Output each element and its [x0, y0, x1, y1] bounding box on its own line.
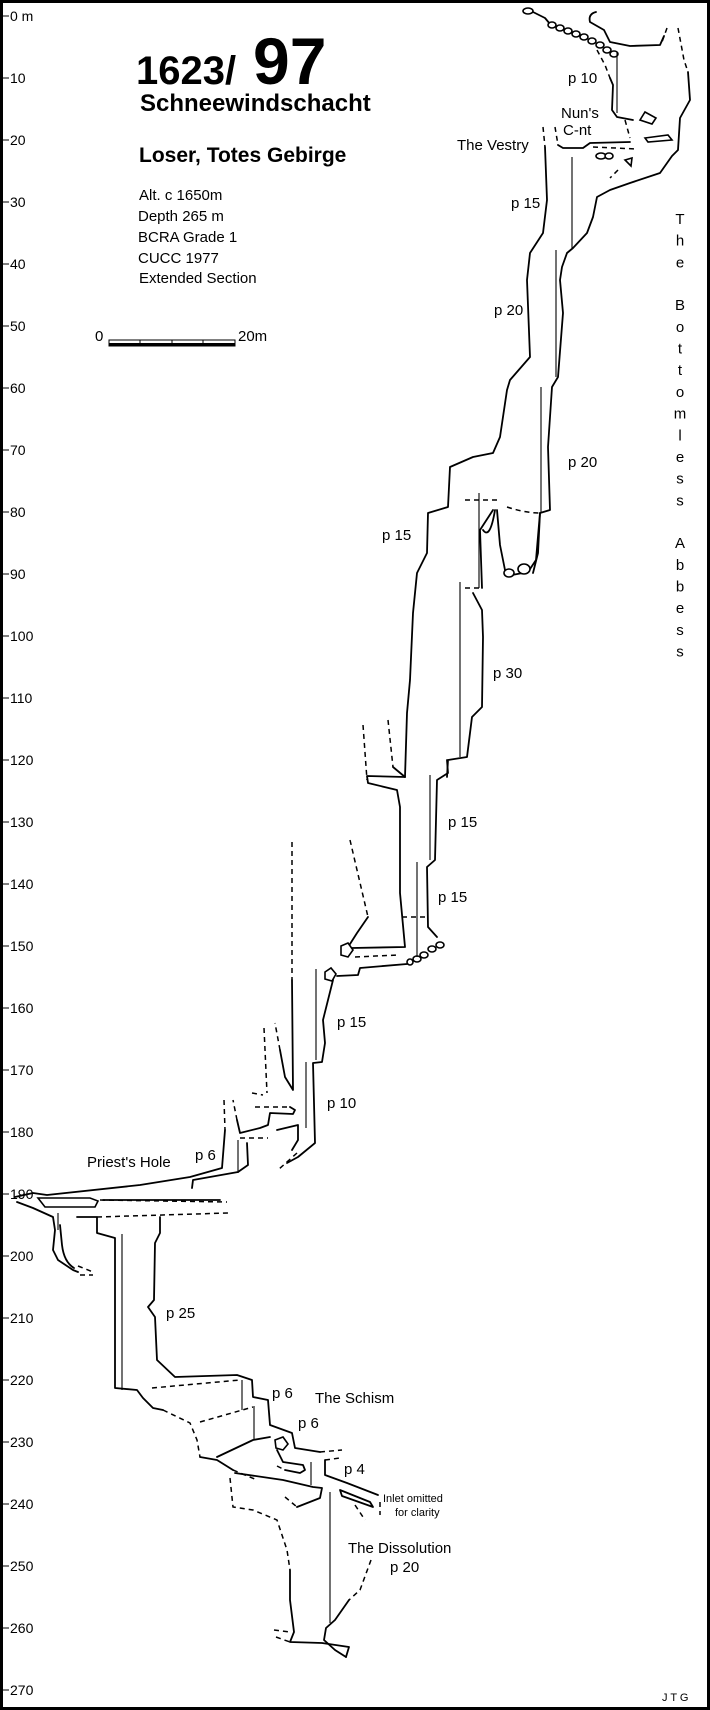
label-p6-b: p 6: [272, 1385, 293, 1402]
cave-location: Loser, Totes Gebirge: [139, 144, 346, 167]
info-section-type: Extended Section: [139, 270, 257, 287]
label-p25: p 25: [166, 1305, 195, 1322]
vertical-letter: B: [675, 297, 685, 314]
depth-tick-label: 130: [10, 814, 34, 830]
vertical-letter: b: [676, 579, 684, 596]
depth-tick-label: 120: [10, 752, 34, 768]
label-p20-b: p 20: [568, 454, 597, 471]
depth-tick-label: 250: [10, 1558, 34, 1574]
depth-tick-label: 80: [10, 504, 26, 520]
label-p10-b: p 10: [327, 1095, 356, 1112]
label-the-vestry: The Vestry: [457, 137, 529, 154]
vertical-letter: h: [676, 233, 684, 250]
depth-tick-label: 150: [10, 938, 34, 954]
vertical-letter: t: [678, 341, 683, 358]
depth-tick-label: 50: [10, 318, 26, 334]
scale-bar-end-label: 20m: [238, 328, 267, 345]
label-for-clarity: for clarity: [395, 1507, 440, 1519]
entrance-boulders: [522, 7, 619, 58]
label-p15-c: p 15: [448, 814, 477, 831]
label-p4: p 4: [344, 1461, 365, 1478]
depth-tick-label: 40: [10, 256, 26, 272]
label-p20-a: p 20: [494, 302, 523, 319]
depth-tick-label: 30: [10, 194, 26, 210]
vertical-letter: e: [676, 449, 684, 466]
depth-tick-label: 70: [10, 442, 26, 458]
depth-tick-label: 210: [10, 1310, 34, 1326]
cave-number-main: 97: [253, 24, 326, 98]
vertical-letter: s: [676, 622, 684, 639]
vertical-letter: T: [675, 211, 684, 228]
label-p30: p 30: [493, 665, 522, 682]
title-block: 1623/ 97 Schneewindschacht Loser, Totes …: [136, 24, 371, 287]
label-the-schism: The Schism: [315, 1390, 394, 1407]
depth-tick-label: 260: [10, 1620, 34, 1636]
depth-tick-label: 170: [10, 1062, 34, 1078]
label-p15-b: p 15: [382, 527, 411, 544]
label-p15-d: p 15: [438, 889, 467, 906]
depth-tick-label: 10: [10, 70, 26, 86]
vertical-letter: t: [678, 362, 683, 379]
vertical-letter: s: [676, 492, 684, 509]
depth-tick-label: 230: [10, 1434, 34, 1450]
cave-number-prefix: 1623/: [136, 49, 236, 93]
depth-tick-label: 90: [10, 566, 26, 582]
label-p6-a: p 6: [195, 1147, 216, 1164]
label-priests-hole: Priest's Hole: [87, 1154, 171, 1171]
label-nuns-cnt-2: C-nt: [563, 122, 592, 139]
vertical-letter: e: [676, 600, 684, 617]
vertical-letter: s: [676, 644, 684, 661]
vertical-letter: o: [676, 319, 684, 336]
depth-tick-label: 190: [10, 1186, 34, 1202]
depth-tick-label: 270: [10, 1682, 34, 1698]
vertical-letter: o: [676, 384, 684, 401]
info-depth: Depth 265 m: [138, 208, 224, 225]
depth-tick-label: 110: [10, 690, 33, 706]
depth-tick-label: 240: [10, 1496, 34, 1512]
pitch-lines: [57, 52, 618, 1623]
vertical-letter: s: [676, 471, 684, 488]
depth-axis: 0 m 10 20 30 40 50 60 70 80 90 100 110 120 130 140 150 1…: [3, 8, 34, 1698]
passage-labels: p 10 Nun's C-nt The Vestry p 15 p 20 p 2…: [87, 70, 599, 1576]
depth-tick-label: 220: [10, 1372, 34, 1388]
label-p10-top: p 10: [568, 70, 597, 87]
label-p15-a: p 15: [511, 195, 540, 212]
info-altitude: Alt. c 1650m: [139, 187, 222, 204]
label-p20-c: p 20: [390, 1559, 419, 1576]
vertical-letter: A: [675, 535, 685, 552]
depth-tick-label: 0 m: [10, 8, 33, 24]
info-grade: BCRA Grade 1: [138, 229, 237, 246]
scale-bar: 0 20m: [95, 328, 267, 347]
label-p6-c: p 6: [298, 1415, 319, 1432]
info-survey: CUCC 1977: [138, 250, 219, 267]
label-the-dissolution: The Dissolution: [348, 1540, 451, 1557]
author-initials: J T G: [662, 1692, 689, 1704]
label-p15-e: p 15: [337, 1014, 366, 1031]
depth-tick-label: 180: [10, 1124, 34, 1140]
cave-name: Schneewindschacht: [140, 90, 371, 117]
boulder-choke: [406, 941, 445, 966]
vertical-letter: b: [676, 557, 684, 574]
depth-tick-label: 100: [10, 628, 34, 644]
label-nuns-cnt-1: Nun's: [561, 105, 599, 122]
depth-tick-label: 140: [10, 876, 34, 892]
vertical-letter: e: [676, 254, 684, 271]
depth-tick-label: 200: [10, 1248, 34, 1264]
vertical-letter: l: [678, 427, 681, 444]
depth-tick-label: 60: [10, 380, 26, 396]
depth-tick-label: 160: [10, 1000, 34, 1016]
depth-tick-label: 20: [10, 132, 26, 148]
cave-outline: [14, 7, 691, 1658]
vertical-letter: m: [674, 406, 687, 423]
scale-bar-start-label: 0: [95, 328, 103, 345]
label-inlet-omitted: Inlet omitted: [383, 1493, 443, 1505]
